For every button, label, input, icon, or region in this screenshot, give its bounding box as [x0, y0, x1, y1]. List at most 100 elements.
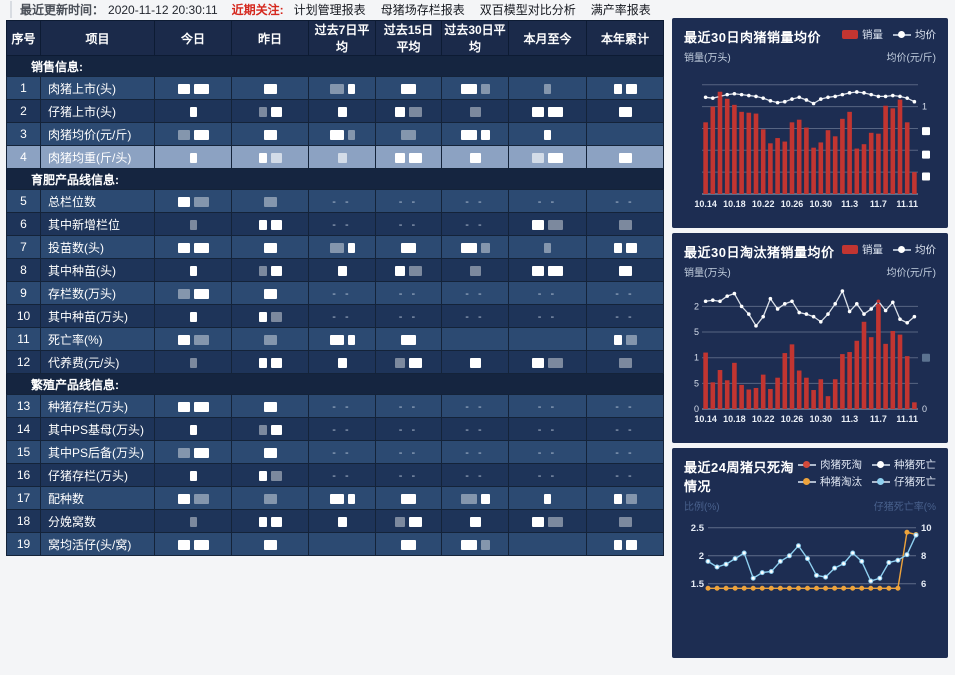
table-row-7[interactable]: 7 投苗数(头): [6, 235, 664, 259]
table-row-2[interactable]: 2 仔猪上市(头): [6, 99, 664, 123]
table-row-4[interactable]: 4 肉猪均重(斤/头): [6, 145, 664, 169]
no-data-dashes: - -: [398, 219, 419, 231]
table-row-12[interactable]: 12 代养费(元/头): [6, 350, 664, 374]
redacted-value-block: [401, 334, 416, 345]
legend-item-1[interactable]: 均价: [893, 242, 936, 257]
table-row-9[interactable]: 9 存栏数(万头) - - - - - - - - - -: [6, 281, 664, 305]
report-link-0[interactable]: 计划管理报表: [293, 3, 366, 17]
data-cell: [154, 440, 232, 464]
data-cell: - -: [441, 463, 509, 487]
table-row-16[interactable]: 16 仔猪存栏(万头) - - - - - - - - - -: [6, 463, 664, 487]
redacted-value-block: [401, 242, 416, 253]
table-row-15[interactable]: 15 其中PS后备(万头) - - - - - - - - - -: [6, 440, 664, 464]
redacted-value-block: [263, 334, 277, 345]
data-cell: [508, 509, 587, 533]
report-link-2[interactable]: 双百模型对比分析: [479, 3, 576, 17]
data-cell: - -: [308, 212, 376, 236]
data-cell: [508, 122, 587, 146]
no-data-dashes: - -: [332, 288, 352, 300]
legend-item-3[interactable]: 仔猪死亡: [872, 474, 936, 489]
table-row-10[interactable]: 10 其中种苗(万头) - - - - - - - - - -: [6, 304, 664, 328]
section-title: 繁殖产品线信息:: [6, 373, 664, 395]
table-row-6[interactable]: 6 其中新增栏位 - - - - - -: [6, 212, 664, 236]
redacted-value-block: [193, 334, 209, 345]
data-cell: [508, 327, 587, 351]
redacted-value-block: [193, 493, 209, 504]
redacted-value-block: [177, 129, 190, 140]
table-row-14[interactable]: 14 其中PS基母(万头) - - - - - - - - - -: [6, 417, 664, 441]
table-row-3[interactable]: 3 肉猪均价(元/斤): [6, 122, 664, 146]
no-data-dashes: - -: [615, 470, 635, 482]
data-cell: [375, 486, 442, 510]
data-cell: - -: [441, 304, 509, 328]
redacted-value-block: [263, 288, 277, 299]
death-cull-24week-chart: 2.5 2 1.5 10 8 6: [691, 523, 932, 591]
svg-text:10.26: 10.26: [781, 199, 804, 209]
redacted-value-block: [177, 196, 190, 207]
redacted-value-block: [469, 152, 481, 163]
report-link-3[interactable]: 满产率报表: [590, 3, 651, 17]
table-row-1[interactable]: 1 肉猪上市(头): [6, 76, 664, 100]
legend-item-1[interactable]: 均价: [893, 27, 936, 42]
redacted-value-block: [337, 106, 347, 117]
data-cell: [154, 281, 232, 305]
data-cell: [586, 99, 664, 123]
redacted-value-block: [347, 493, 355, 504]
row-label: 配种数: [40, 486, 155, 510]
table-row-19[interactable]: 19 窝均活仔(头/窝): [6, 532, 664, 556]
data-cell: [375, 99, 442, 123]
report-link-1[interactable]: 母猪场存栏报表: [380, 3, 465, 17]
y-axis-left-label: 销量(万头): [684, 268, 731, 279]
data-cell: - -: [586, 189, 664, 213]
redacted-value-block: [460, 539, 477, 550]
section-header-row-0: 销售信息:: [6, 55, 664, 77]
redacted-value-block: [625, 539, 637, 550]
redacted-value-block: [548, 219, 563, 230]
redacted-value-block: [177, 242, 190, 253]
svg-text:10.30: 10.30: [810, 199, 833, 209]
svg-text:10.14: 10.14: [694, 414, 717, 424]
data-cell: - -: [586, 394, 664, 418]
no-data-dashes: - -: [537, 311, 558, 323]
redacted-value-block: [401, 129, 416, 140]
data-cell: - -: [586, 304, 664, 328]
redacted-value-block: [337, 265, 347, 276]
data-cell: [231, 327, 309, 351]
table-row-5[interactable]: 5 总栏位数 - - - - - - - - - -: [6, 189, 664, 213]
redacted-value-block: [193, 83, 209, 94]
charts-column: 最近30日肉猪销量均价 销量 均价 销量(万头) 均价(元/斤) 1 10.14 10…: [672, 18, 948, 663]
data-cell: [508, 235, 587, 259]
table-row-17[interactable]: 17 配种数: [6, 486, 664, 510]
row-label: 肉猪均价(元/斤): [40, 122, 155, 146]
legend-item-0[interactable]: 销量: [842, 242, 883, 257]
kpi-table: 序号 项目 今日 昨日 过去7日平均 过去15日平均 过去30日平均 本月至今 本年累计 销售信…: [6, 20, 664, 556]
legend-item-0[interactable]: 销量: [842, 27, 883, 42]
redacted-value-block: [263, 242, 277, 253]
redacted-value-block: [480, 242, 490, 253]
no-data-dashes: - -: [465, 311, 485, 323]
table-row-11[interactable]: 11 死亡率(%): [6, 327, 664, 351]
redacted-value-block: [177, 288, 190, 299]
redacted-value-block: [177, 493, 190, 504]
redacted-value-block: [193, 242, 209, 253]
data-cell: [154, 304, 232, 328]
redacted-value-block: [409, 106, 422, 117]
data-cell: - -: [375, 394, 442, 418]
data-cell: - -: [508, 417, 587, 441]
svg-text:11.7: 11.7: [870, 414, 887, 424]
data-cell: [508, 532, 587, 556]
y-axis-right-label: 均价(元/斤): [886, 268, 936, 279]
legend-item-1[interactable]: 种猪死亡: [872, 457, 936, 472]
redacted-value-block: [460, 83, 477, 94]
legend-item-2[interactable]: 种猪淘汰: [798, 474, 862, 489]
redacted-value-block: [337, 516, 347, 527]
table-row-13[interactable]: 13 种猪存栏(万头) - - - - - - - - - -: [6, 394, 664, 418]
redacted-value-block: [189, 424, 197, 435]
table-row-8[interactable]: 8 其中种苗(头): [6, 258, 664, 282]
legend-item-0[interactable]: 肉猪死淘: [798, 457, 862, 472]
table-row-18[interactable]: 18 分娩窝数: [6, 509, 664, 533]
row-number: 15: [6, 440, 41, 464]
redacted-value-block: [258, 470, 267, 481]
svg-text:8: 8: [921, 551, 926, 562]
